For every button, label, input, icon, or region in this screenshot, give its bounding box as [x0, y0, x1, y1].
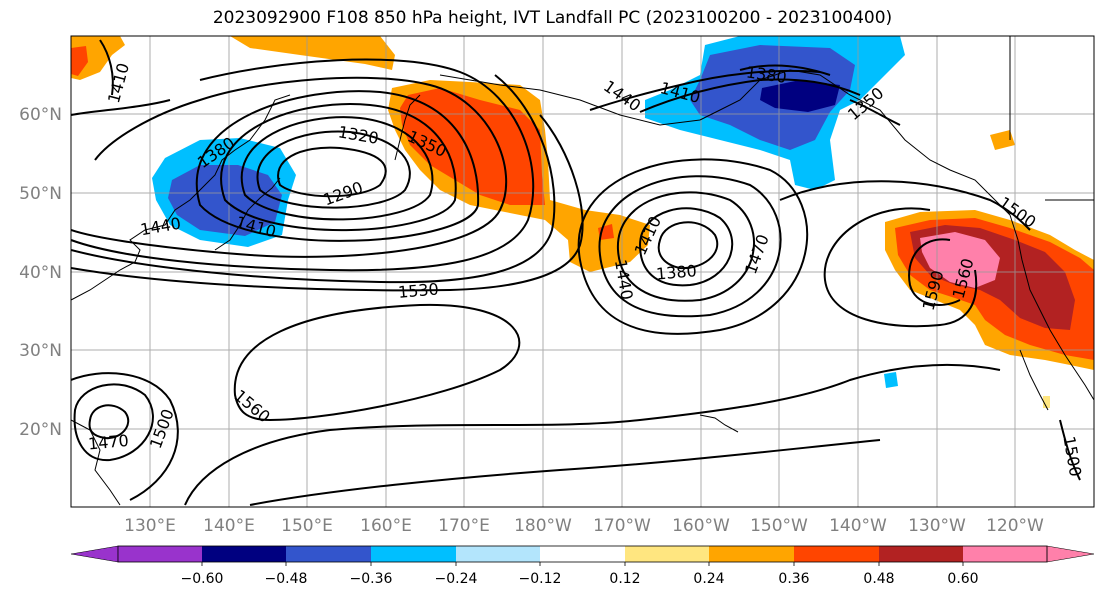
contour-1410-topleft: [99, 39, 114, 96]
map-frame: [70, 35, 1095, 508]
contour-1560-east: [823, 207, 978, 328]
colorbar-bin: [202, 546, 286, 562]
colorbar-tick-label: 0.12: [609, 571, 640, 587]
colorbar-bin: [456, 546, 540, 562]
colorbar-bin: [118, 546, 202, 562]
colorbar-max-extend: [1046, 545, 1095, 563]
contour-1380: [220, 103, 457, 232]
coast-na-west: [1009, 214, 1094, 401]
map-area: 1410 1380 1440 1410 1320 1350 1290 1530 …: [71, 36, 1094, 507]
contour-1560-high: [233, 303, 521, 422]
colorbar-bin: [540, 546, 625, 562]
contour-1410-east: [638, 207, 734, 287]
contour-1500-ne: [779, 180, 1031, 231]
contour-1470-west: [71, 58, 535, 272]
coast-asia: [71, 94, 291, 301]
shade-cyan-spot: [884, 372, 898, 388]
coast-japan: [214, 177, 281, 251]
lon-label: 180°W: [514, 516, 572, 536]
clabel: 1470: [87, 431, 129, 453]
contour-1500-se: [1059, 419, 1081, 481]
height-contours: [71, 39, 1081, 506]
contour-1410: [195, 90, 480, 242]
contour-1470-east: [598, 175, 782, 318]
shade-navy-alaska: [760, 80, 840, 112]
contour-1590-south: [249, 439, 881, 506]
lon-label: 130°E: [124, 516, 176, 536]
clabel: 1380: [655, 261, 697, 283]
lon-label: 160°W: [672, 516, 730, 536]
contour-1560-south: [184, 363, 1001, 506]
lon-label: 120°W: [986, 516, 1044, 536]
lon-label: 150°W: [750, 516, 808, 536]
lat-label: 60°N: [19, 105, 62, 125]
contour-1440-west: [71, 76, 508, 258]
coast-aleutians: [439, 74, 701, 126]
contour-1530-sw: [71, 372, 179, 501]
contour-1440-alaska: [589, 69, 821, 111]
colorbar-bin: [879, 546, 963, 562]
lon-label: 140°W: [829, 516, 887, 536]
coast-hawaii: [699, 414, 739, 433]
lon-label: 170°E: [438, 516, 490, 536]
colorbar-min-extend: [70, 545, 119, 563]
colorbar-bin: [794, 546, 879, 562]
contour-1590: [908, 238, 961, 306]
colorbar-tick-label: 0.36: [778, 571, 809, 587]
lat-labels: 60°N 50°N 40°N 30°N 20°N: [19, 105, 62, 440]
contour-1350-alaska: [849, 99, 901, 126]
lat-label: 50°N: [19, 184, 62, 204]
colorbar-tick-label: −0.36: [350, 571, 393, 587]
colorbar-tick-label: −0.24: [435, 571, 478, 587]
colorbar-tick-label: −0.60: [181, 571, 224, 587]
contour-1440-east: [616, 191, 755, 302]
contour-1350: [240, 116, 434, 221]
contour-1320: [256, 130, 411, 209]
coast-alaska: [699, 69, 1011, 216]
contour-1410-alaska: [639, 78, 861, 113]
colorbar-tick-label: 0.24: [693, 571, 724, 587]
lon-label: 130°W: [908, 516, 966, 536]
colorbar-tick-label: −0.12: [519, 571, 562, 587]
clabel: 1530: [397, 279, 439, 301]
shade-yellow-spot: [1043, 396, 1050, 408]
contour-1380-east: [657, 221, 719, 270]
contour-1500-west: [71, 74, 556, 284]
lon-label: 160°E: [360, 516, 412, 536]
colorbar-bin: [371, 546, 456, 562]
lat-label: 20°N: [19, 420, 62, 440]
shade-red-topleft: [71, 46, 88, 76]
contour-1500-east: [577, 158, 809, 335]
lon-label: 150°E: [281, 516, 333, 536]
contour-1290: [277, 146, 387, 198]
lon-label: 170°W: [593, 516, 651, 536]
colorbar-tick-label: −0.48: [265, 571, 308, 587]
shade-orange-coast: [990, 130, 1015, 150]
map-title: 2023092900 F108 850 hPa height, IVT Land…: [212, 8, 893, 28]
colorbar-bin: [963, 546, 1047, 562]
lon-labels: 130°E 140°E 150°E 160°E 170°E 180°W 170°…: [124, 516, 1044, 536]
lat-label: 40°N: [19, 263, 62, 283]
lat-label: 30°N: [19, 341, 62, 361]
lon-label: 140°E: [203, 516, 255, 536]
shade-red-center: [400, 88, 545, 205]
coast-baja: [1019, 349, 1049, 411]
colorbar-tick-label: 0.60: [947, 571, 978, 587]
contour-1380-alaska: [739, 64, 831, 76]
colorbar-bin: [286, 546, 371, 562]
coast-asia-south: [71, 419, 121, 506]
colorbar-tick-label: 0.48: [863, 571, 894, 587]
coast-kamchatka: [394, 94, 421, 161]
coastlines: [71, 36, 1094, 506]
shade-orange-top: [230, 36, 395, 70]
shade-pink-california: [920, 232, 1000, 288]
contour-1500-sw: [73, 383, 154, 462]
colorbar: −0.60 −0.48 −0.36 −0.24 −0.12 0.12 0.24 …: [70, 545, 1095, 587]
colorbar-bin: [625, 546, 709, 562]
colorbar-bin: [709, 546, 794, 562]
contour-1530: [71, 114, 584, 292]
contour-1440-topleft: [71, 99, 171, 116]
contour-1470-sw: [88, 404, 130, 440]
